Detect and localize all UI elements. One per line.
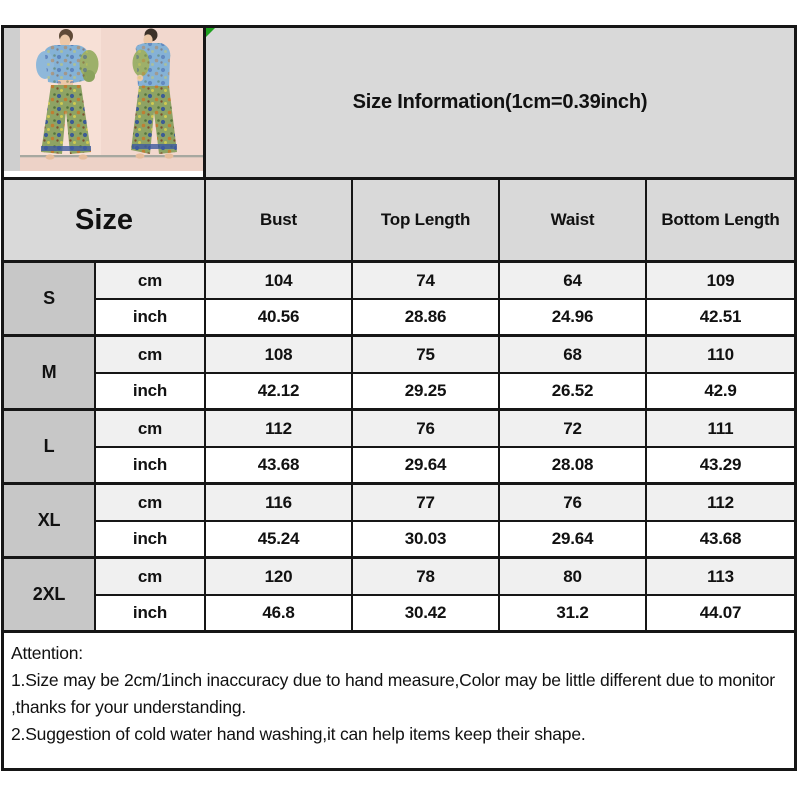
value-cell: 46.8 [206,596,353,633]
value-cell: 75 [353,337,500,374]
col-header-bottom-length: Bottom Length [647,180,794,263]
value-cell: 77 [353,485,500,522]
value-cell: 113 [647,559,794,596]
value-cell: 74 [353,263,500,300]
value-cell: 42.9 [647,374,794,411]
col-header-waist: Waist [500,180,647,263]
value-cell: 110 [647,337,794,374]
unit-cell: cm [96,411,206,448]
value-cell: 29.64 [500,522,647,559]
size-label-m: M [4,337,96,411]
value-cell: 42.12 [206,374,353,411]
value-cell: 28.08 [500,448,647,485]
size-label-l: L [4,411,96,485]
model-side-figure [131,28,177,159]
value-cell: 26.52 [500,374,647,411]
value-cell: 30.03 [353,522,500,559]
value-cell: 64 [500,263,647,300]
value-cell: 29.64 [353,448,500,485]
value-cell: 120 [206,559,353,596]
value-cell: 111 [647,411,794,448]
unit-cell: inch [96,448,206,485]
attention-notes: Attention: 1.Size may be 2cm/1inch inacc… [4,633,794,768]
size-label-2xl: 2XL [4,559,96,633]
value-cell: 104 [206,263,353,300]
size-label-s: S [4,263,96,337]
unit-cell: cm [96,337,206,374]
value-cell: 29.25 [353,374,500,411]
value-cell: 30.42 [353,596,500,633]
value-cell: 43.29 [647,448,794,485]
value-cell: 68 [500,337,647,374]
unit-cell: cm [96,485,206,522]
value-cell: 72 [500,411,647,448]
unit-cell: inch [96,300,206,337]
value-cell: 40.56 [206,300,353,337]
unit-cell: cm [96,263,206,300]
attention-line: 1.Size may be 2cm/1inch inaccuracy due t… [11,670,775,690]
value-cell: 76 [500,485,647,522]
top-row: Size Information(1cm=0.39inch) [4,28,794,180]
unit-cell: inch [96,522,206,559]
banner-title: Size Information(1cm=0.39inch) [352,91,648,113]
value-cell: 28.86 [353,300,500,337]
value-cell: 116 [206,485,353,522]
value-cell: 108 [206,337,353,374]
value-cell: 80 [500,559,647,596]
col-header-size: Size [4,180,206,263]
value-cell: 31.2 [500,596,647,633]
banner: Size Information(1cm=0.39inch) [206,28,794,177]
green-corner-marker-icon [206,28,215,37]
attention-heading: Attention: [11,643,83,663]
size-table: Size Bust Top Length Waist Bottom Length… [4,180,794,633]
value-cell: 112 [647,485,794,522]
attention-line: ,thanks for your understanding. [11,697,247,717]
value-cell: 109 [647,263,794,300]
value-cell: 43.68 [647,522,794,559]
unit-cell: inch [96,374,206,411]
model-front-figure [36,29,99,160]
value-cell: 78 [353,559,500,596]
unit-cell: inch [96,596,206,633]
value-cell: 112 [206,411,353,448]
col-header-bust: Bust [206,180,353,263]
value-cell: 44.07 [647,596,794,633]
value-cell: 24.96 [500,300,647,337]
unit-cell: cm [96,559,206,596]
product-photo [4,28,206,177]
value-cell: 76 [353,411,500,448]
value-cell: 43.68 [206,448,353,485]
attention-line: 2.Suggestion of cold water hand washing,… [11,724,586,744]
product-photo-image [4,28,203,171]
value-cell: 45.24 [206,522,353,559]
size-sheet: Size Information(1cm=0.39inch) Size Bust… [1,25,797,771]
value-cell: 42.51 [647,300,794,337]
size-label-xl: XL [4,485,96,559]
col-header-top-length: Top Length [353,180,500,263]
